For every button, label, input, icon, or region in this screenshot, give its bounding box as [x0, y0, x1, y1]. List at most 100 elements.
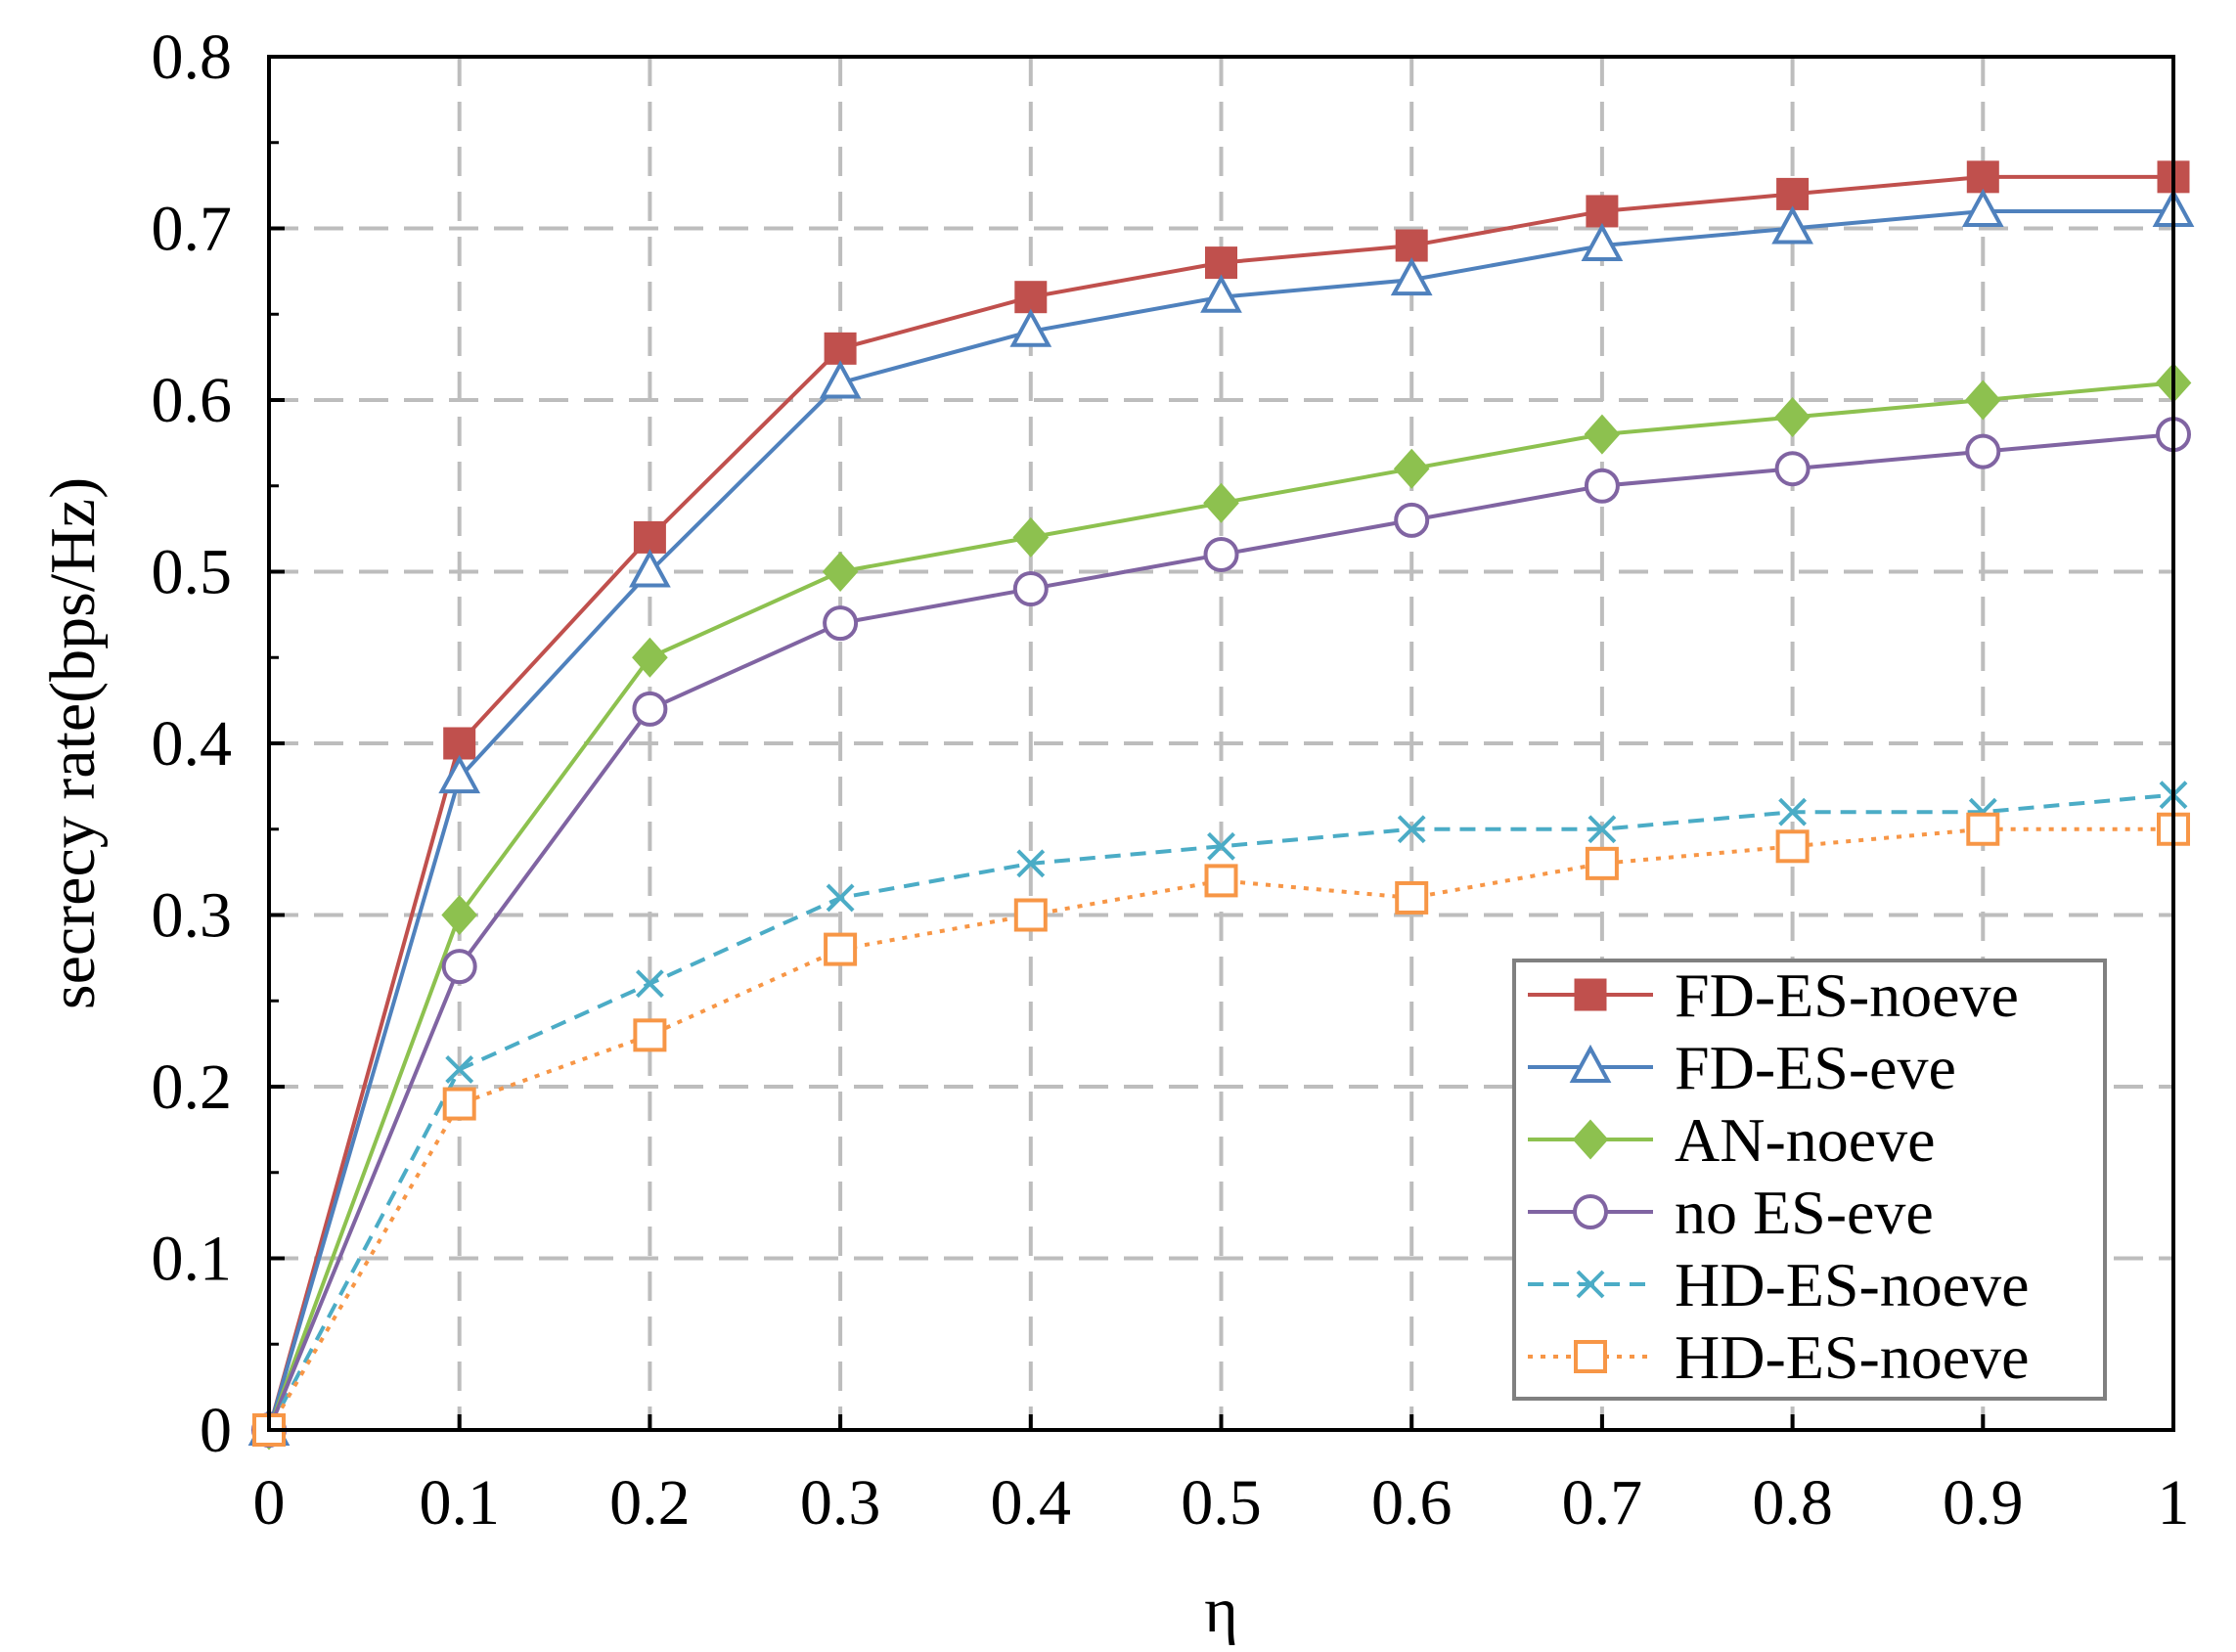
data-point — [1965, 433, 2001, 469]
legend-item: no ES-eve — [1528, 1178, 1934, 1247]
x-tick-label: 0.9 — [1943, 1467, 2024, 1539]
legend-marker — [1576, 1270, 1605, 1299]
data-point — [1393, 448, 1430, 489]
data-point — [443, 727, 476, 760]
data-point — [442, 1087, 476, 1121]
series-2 — [247, 188, 2195, 1446]
x-tick-label: 0 — [253, 1467, 286, 1539]
legend-label: FD-ES-noeve — [1675, 960, 2019, 1030]
data-point — [1203, 536, 1239, 572]
data-point — [445, 1055, 474, 1084]
data-point — [1586, 195, 1619, 228]
data-point — [1012, 516, 1050, 558]
legend-label: AN-noeve — [1675, 1105, 1936, 1175]
data-point — [1778, 797, 1808, 826]
x-tick-label: 1 — [2158, 1467, 2190, 1539]
ticks-layer: 0 0.1 0.2 0.3 0.4 0.5 0.6 0.7 0.8 0.9 1 0 0.1 0.2 0.3 0… — [152, 22, 2190, 1539]
x-tick-label: 0.4 — [991, 1467, 1072, 1539]
legend-marker — [1574, 1340, 1607, 1373]
data-point — [824, 332, 857, 365]
y-axis-label: secrecy rate(bps/Hz) — [37, 477, 109, 1009]
data-point — [1771, 205, 1813, 245]
data-point — [1009, 308, 1052, 347]
y-tick-label: 0 — [200, 1395, 232, 1466]
x-tick-label: 0.6 — [1371, 1467, 1453, 1539]
data-point — [1961, 188, 2004, 227]
data-point — [1397, 815, 1426, 844]
data-point — [1581, 222, 1624, 262]
legend-label: FD-ES-eve — [1675, 1033, 1956, 1102]
legend-label: HD-ES-noeve — [1675, 1250, 2030, 1319]
data-point — [1012, 571, 1049, 607]
legend-item: HD-ES-noeve — [1528, 1322, 2030, 1392]
data-point — [632, 691, 668, 727]
legend-label: no ES-eve — [1675, 1178, 1934, 1247]
data-point — [1966, 160, 1999, 194]
legend-marker — [1573, 1194, 1608, 1229]
data-point — [1585, 846, 1619, 880]
data-point — [1204, 864, 1238, 898]
data-point — [1014, 281, 1048, 314]
data-point — [1588, 815, 1617, 844]
series-line — [267, 826, 2173, 1432]
data-point — [441, 949, 477, 985]
legend-item: AN-noeve — [1528, 1105, 1936, 1175]
data-point — [1584, 414, 1621, 455]
data-point — [1013, 898, 1048, 932]
data-point — [1390, 256, 1433, 296]
data-point — [633, 520, 666, 554]
y-tick-label: 0.2 — [152, 1051, 233, 1123]
series-3 — [250, 362, 2192, 1451]
x-tick-label: 0.5 — [1181, 1467, 1262, 1539]
y-tick-label: 0.8 — [152, 22, 233, 93]
data-point — [1964, 380, 2001, 421]
data-point — [1205, 246, 1237, 280]
x-tick-label: 0.1 — [419, 1467, 500, 1539]
data-point — [635, 969, 664, 999]
legend-marker — [1569, 1044, 1612, 1083]
y-tick-label: 0.6 — [152, 365, 233, 436]
y-tick-label: 0.7 — [152, 194, 233, 265]
legend-label: HD-ES-noeve — [1675, 1322, 2030, 1392]
x-tick-label: 0.3 — [800, 1467, 881, 1539]
y-tick-label: 0.4 — [152, 708, 233, 780]
data-point — [826, 883, 855, 913]
data-point — [441, 895, 478, 935]
data-point — [1966, 812, 2000, 846]
y-tick-label: 0.3 — [152, 880, 233, 952]
legend-marker — [1572, 1119, 1609, 1160]
data-point — [1200, 274, 1242, 313]
data-point — [1775, 829, 1810, 864]
x-tick-label: 0.7 — [1562, 1467, 1643, 1539]
data-point — [1776, 177, 1810, 210]
data-point — [1395, 880, 1429, 915]
y-tick-label: 0.1 — [152, 1224, 233, 1295]
x-tick-label: 0.2 — [609, 1467, 691, 1539]
legend-item: HD-ES-noeve — [1528, 1250, 2030, 1319]
series-5 — [254, 781, 2188, 1445]
legend-marker — [1574, 978, 1607, 1011]
data-point — [1207, 831, 1235, 861]
x-axis-label: η — [1204, 1575, 1238, 1646]
y-tick-label: 0.5 — [152, 537, 233, 608]
data-point — [819, 360, 862, 399]
data-point — [823, 605, 859, 642]
data-point — [1774, 451, 1811, 487]
legend-box — [1512, 959, 2107, 1401]
data-point — [1395, 229, 1428, 262]
data-point — [1774, 397, 1811, 438]
data-point — [1394, 502, 1430, 538]
data-point — [1016, 849, 1046, 878]
data-point — [633, 1018, 667, 1052]
data-point — [438, 754, 481, 794]
data-point — [822, 552, 859, 592]
data-point — [629, 549, 671, 588]
x-tick-label: 0.8 — [1752, 1467, 1833, 1539]
legend-item: FD-ES-eve — [1528, 1033, 1956, 1102]
data-point — [824, 932, 858, 966]
legend-item: FD-ES-noeve — [1528, 960, 2019, 1030]
data-point — [1584, 468, 1620, 504]
data-point — [1203, 482, 1239, 523]
